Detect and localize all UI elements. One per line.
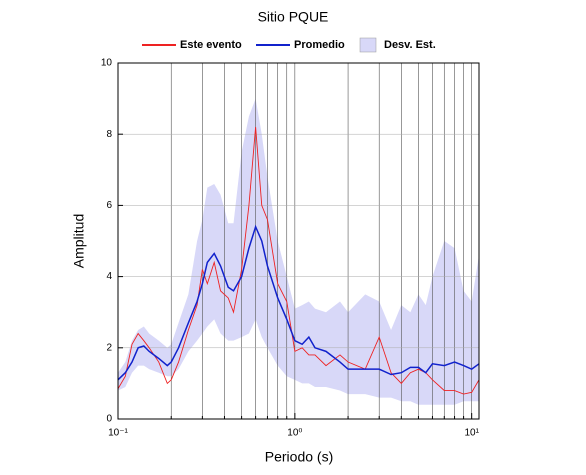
x-axis-label: Periodo (s)	[265, 449, 333, 465]
y-tick-label: 8	[106, 129, 112, 140]
series-line	[117, 224, 480, 381]
y-tick-label: 0	[106, 414, 112, 425]
legend-label: Desv. Est.	[384, 39, 436, 51]
x-tick-label: 10⁻¹	[108, 428, 128, 439]
x-tick-label: 10¹	[464, 428, 479, 439]
y-tick-label: 2	[106, 342, 112, 353]
chart-title: Sitio PQUE	[258, 9, 329, 25]
legend-swatch	[359, 37, 377, 53]
legend-label: Promedio	[294, 39, 345, 51]
x-tick-label: 10⁰	[287, 428, 302, 439]
y-tick-label: 6	[106, 200, 112, 211]
std-band	[118, 98, 479, 405]
legend-label: Este evento	[180, 39, 242, 51]
series-line	[117, 127, 480, 395]
y-axis-label: Amplitud	[71, 214, 87, 268]
y-tick-label: 4	[106, 271, 112, 282]
y-tick-label: 10	[101, 58, 113, 69]
plot-frame	[117, 62, 480, 420]
